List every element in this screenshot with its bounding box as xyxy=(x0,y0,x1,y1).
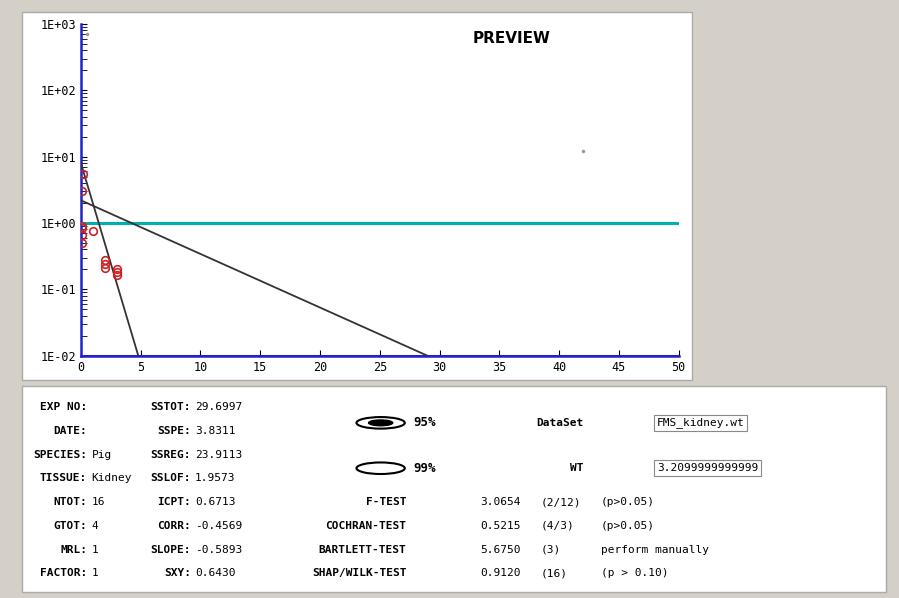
Text: -0.5893: -0.5893 xyxy=(195,545,243,554)
Text: 23.9113: 23.9113 xyxy=(195,450,243,460)
Text: FMS_kidney.wt: FMS_kidney.wt xyxy=(657,417,744,428)
Text: SSPE:: SSPE: xyxy=(157,426,191,436)
Text: (p > 0.10): (p > 0.10) xyxy=(601,568,668,578)
Circle shape xyxy=(369,420,393,426)
Text: 0.5215: 0.5215 xyxy=(480,521,521,531)
Text: 0.9120: 0.9120 xyxy=(480,568,521,578)
Text: (2/12): (2/12) xyxy=(540,497,581,507)
Text: WT: WT xyxy=(570,463,583,473)
Text: SLOPE:: SLOPE: xyxy=(150,545,191,554)
Text: FACTOR:: FACTOR: xyxy=(40,568,87,578)
Text: ICPT:: ICPT: xyxy=(157,497,191,507)
Text: 0.6430: 0.6430 xyxy=(195,568,236,578)
Text: DATE:: DATE: xyxy=(53,426,87,436)
Text: 95%: 95% xyxy=(414,416,436,429)
Text: EXP NO:: EXP NO: xyxy=(40,402,87,412)
Text: 1: 1 xyxy=(92,568,98,578)
Text: SXY:: SXY: xyxy=(164,568,191,578)
Text: MRL:: MRL: xyxy=(60,545,87,554)
Text: Pig: Pig xyxy=(92,450,111,460)
Text: GTOT:: GTOT: xyxy=(53,521,87,531)
Text: SSREG:: SSREG: xyxy=(150,450,191,460)
Text: 5.6750: 5.6750 xyxy=(480,545,521,554)
Text: perform manually: perform manually xyxy=(601,545,708,554)
Text: 3.2099999999999: 3.2099999999999 xyxy=(657,463,758,473)
Text: 1: 1 xyxy=(92,545,98,554)
Text: DataSet: DataSet xyxy=(536,418,583,428)
Text: COCHRAN-TEST: COCHRAN-TEST xyxy=(325,521,406,531)
Text: SSLOF:: SSLOF: xyxy=(150,474,191,483)
Text: (p>0.05): (p>0.05) xyxy=(601,521,654,531)
Text: BARTLETT-TEST: BARTLETT-TEST xyxy=(319,545,406,554)
Text: 29.6997: 29.6997 xyxy=(195,402,243,412)
Text: 16: 16 xyxy=(92,497,105,507)
Text: (p>0.05): (p>0.05) xyxy=(601,497,654,507)
Text: SSTOT:: SSTOT: xyxy=(150,402,191,412)
Text: PREVIEW: PREVIEW xyxy=(472,30,550,45)
Text: 3.0654: 3.0654 xyxy=(480,497,521,507)
Text: (4/3): (4/3) xyxy=(540,521,574,531)
Text: 1.9573: 1.9573 xyxy=(195,474,236,483)
Text: F-TEST: F-TEST xyxy=(366,497,406,507)
Text: 0.6713: 0.6713 xyxy=(195,497,236,507)
Text: (3): (3) xyxy=(540,545,561,554)
Text: 99%: 99% xyxy=(414,462,436,475)
Text: SHAP/WILK-TEST: SHAP/WILK-TEST xyxy=(312,568,406,578)
Text: CORR:: CORR: xyxy=(157,521,191,531)
Text: SPECIES:: SPECIES: xyxy=(33,450,87,460)
Text: -0.4569: -0.4569 xyxy=(195,521,243,531)
Text: NTOT:: NTOT: xyxy=(53,497,87,507)
Text: 3.8311: 3.8311 xyxy=(195,426,236,436)
Text: (16): (16) xyxy=(540,568,567,578)
Text: 4: 4 xyxy=(92,521,98,531)
Text: Kidney: Kidney xyxy=(92,474,132,483)
Text: TISSUE:: TISSUE: xyxy=(40,474,87,483)
